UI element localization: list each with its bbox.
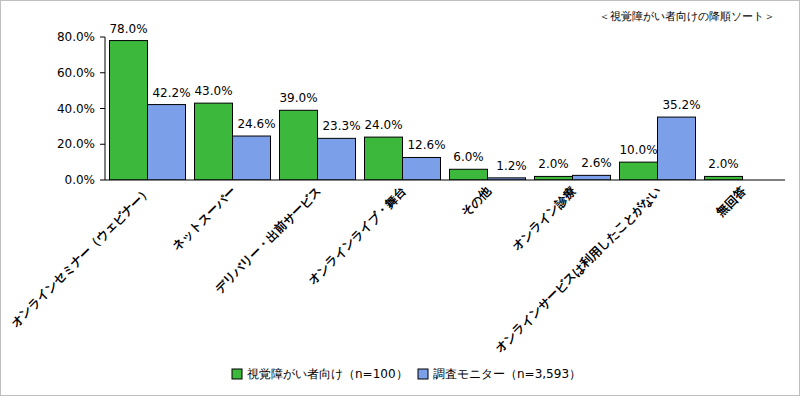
bar bbox=[280, 110, 318, 180]
x-tick-label: オンラインライブ・舞台 bbox=[305, 184, 408, 287]
y-tick-label: 0.0% bbox=[65, 173, 96, 187]
bar bbox=[658, 117, 696, 180]
data-label: 24.0% bbox=[364, 118, 402, 132]
y-tick-label: 40.0% bbox=[57, 102, 95, 116]
annotation: ＜視覚障がい者向けの降順ソート＞ bbox=[599, 10, 775, 23]
legend-swatch bbox=[418, 369, 428, 379]
bar bbox=[535, 176, 573, 180]
bar bbox=[403, 157, 441, 180]
data-label: 35.2% bbox=[662, 98, 700, 112]
bar bbox=[620, 162, 658, 180]
y-tick bbox=[100, 144, 105, 145]
data-label: 42.2% bbox=[152, 86, 190, 100]
y-axis bbox=[105, 37, 106, 180]
bar bbox=[148, 105, 186, 180]
data-label: 10.0% bbox=[619, 143, 657, 157]
data-label: 12.6% bbox=[407, 138, 445, 152]
bars bbox=[110, 41, 743, 180]
bar bbox=[318, 138, 356, 180]
y-tick bbox=[100, 72, 105, 73]
y-tick-label: 60.0% bbox=[57, 66, 95, 80]
legend-label: 視覚障がい者向け（n=100） bbox=[247, 367, 408, 381]
legend-swatch bbox=[232, 369, 242, 379]
x-tick-label: オンラインサービスは利用したことがない bbox=[493, 184, 664, 355]
bar bbox=[705, 176, 743, 180]
bar bbox=[365, 137, 403, 180]
data-label: 78.0% bbox=[109, 22, 147, 36]
x-tick-label: オンラインセミナー（ウェビナー） bbox=[8, 184, 154, 330]
x-tick-label: その他 bbox=[458, 184, 494, 220]
y-tick bbox=[100, 108, 105, 109]
y-tick-label: 80.0% bbox=[57, 30, 95, 44]
bar bbox=[233, 136, 271, 180]
data-label: 2.0% bbox=[708, 157, 739, 171]
bar bbox=[573, 175, 611, 180]
x-tick-label: 無回答 bbox=[713, 184, 750, 221]
data-label: 2.6% bbox=[581, 156, 612, 170]
data-label: 2.0% bbox=[538, 157, 569, 171]
x-axis bbox=[105, 180, 785, 181]
y-tick bbox=[100, 37, 105, 38]
bar bbox=[110, 41, 148, 180]
x-tick-label: ネットスーパー bbox=[169, 184, 238, 253]
data-label: 23.3% bbox=[322, 119, 360, 133]
legend-label: 調査モニター（n=3,593） bbox=[433, 367, 581, 381]
bar bbox=[195, 103, 233, 180]
y-tick bbox=[100, 180, 105, 181]
data-label: 39.0% bbox=[279, 91, 317, 105]
data-labels: 78.0% 43.0% 39.0% 24.0% 6.0% 2.0% 10.0% 2.0% 42.… bbox=[109, 22, 738, 173]
data-label: 1.2% bbox=[496, 159, 527, 173]
x-tick-label: オンライン診療 bbox=[509, 184, 578, 253]
data-label: 43.0% bbox=[194, 84, 232, 98]
data-label: 6.0% bbox=[453, 150, 484, 164]
legend: 視覚障がい者向け（n=100） 調査モニター（n=3,593） bbox=[232, 367, 581, 381]
frame bbox=[1, 1, 800, 396]
y-tick-label: 20.0% bbox=[57, 137, 95, 151]
data-label: 24.6% bbox=[237, 117, 275, 131]
bar bbox=[450, 169, 488, 180]
